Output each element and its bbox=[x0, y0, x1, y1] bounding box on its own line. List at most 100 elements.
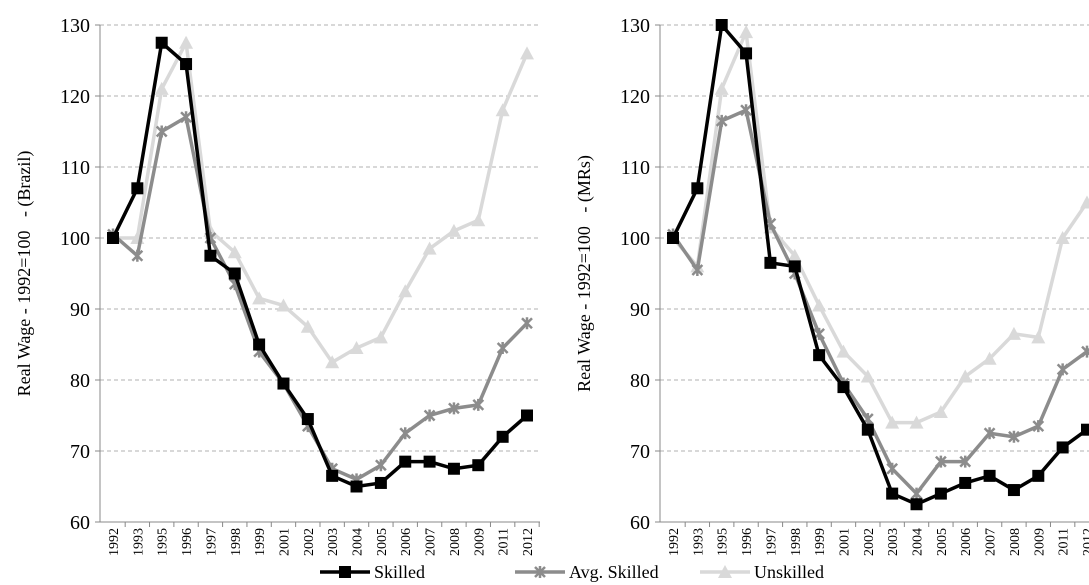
data-point bbox=[910, 487, 923, 500]
series-line bbox=[671, 107, 1089, 497]
data-point bbox=[374, 459, 387, 472]
x-tick-label: 2008 bbox=[448, 528, 463, 556]
x-tick-label: 1997 bbox=[204, 528, 219, 556]
legend-marker bbox=[534, 566, 546, 578]
data-point bbox=[228, 267, 241, 280]
data-point bbox=[860, 369, 875, 383]
data-point bbox=[909, 415, 924, 429]
data-point bbox=[886, 462, 899, 475]
y-axis-label: Real Wage - 1992=100 - (MRs) bbox=[574, 155, 595, 392]
data-point bbox=[520, 46, 534, 60]
data-point bbox=[861, 423, 874, 436]
data-point bbox=[448, 402, 460, 415]
data-point bbox=[179, 35, 194, 49]
data-point bbox=[739, 25, 754, 39]
data-point bbox=[349, 341, 364, 355]
legend-label: Unskilled bbox=[754, 562, 824, 582]
y-tick-label: 130 bbox=[620, 15, 650, 37]
series-line bbox=[113, 37, 529, 365]
data-point bbox=[982, 351, 997, 365]
data-point bbox=[496, 430, 509, 443]
data-point bbox=[788, 260, 801, 273]
data-point bbox=[350, 480, 363, 493]
data-point bbox=[1006, 326, 1021, 340]
data-point bbox=[107, 232, 119, 244]
data-point bbox=[934, 455, 947, 468]
data-point bbox=[204, 249, 217, 262]
data-point bbox=[131, 182, 144, 195]
data-point bbox=[667, 232, 679, 244]
y-tick-label: 110 bbox=[621, 157, 650, 179]
x-tick-label: 1999 bbox=[813, 528, 828, 556]
data-point bbox=[1056, 441, 1069, 454]
data-point bbox=[1031, 330, 1046, 344]
x-tick-label: 2002 bbox=[302, 528, 317, 556]
x-tick-label: 1997 bbox=[764, 528, 779, 556]
data-point bbox=[446, 223, 461, 237]
data-point bbox=[691, 263, 704, 276]
data-point bbox=[374, 476, 387, 489]
data-point bbox=[300, 319, 315, 333]
y-axis-label: Real Wage - 1992=100 - (Brazil) bbox=[14, 151, 35, 397]
data-point bbox=[1055, 231, 1070, 244]
data-point bbox=[983, 469, 996, 482]
data-point bbox=[691, 182, 704, 195]
data-point bbox=[276, 298, 291, 312]
legend-label: Avg. Skilled bbox=[569, 562, 659, 582]
legend-marker bbox=[339, 566, 351, 578]
data-point bbox=[959, 476, 972, 489]
data-point bbox=[301, 413, 314, 426]
series-line bbox=[671, 25, 1089, 425]
x-tick-label: 1993 bbox=[131, 528, 146, 556]
data-point bbox=[740, 47, 753, 60]
y-tick-label: 80 bbox=[630, 370, 650, 392]
x-tick-label: 2003 bbox=[886, 528, 901, 556]
data-point bbox=[471, 213, 486, 227]
y-tick-label: 70 bbox=[630, 441, 650, 463]
x-tick-label: 1996 bbox=[180, 528, 195, 556]
data-point bbox=[787, 248, 802, 262]
data-point bbox=[715, 114, 728, 127]
y-tick-label: 60 bbox=[630, 512, 650, 534]
data-point bbox=[1056, 363, 1069, 376]
x-tick-label: 2004 bbox=[351, 528, 366, 556]
x-tick-label: 2009 bbox=[1032, 528, 1047, 556]
data-point bbox=[933, 404, 948, 418]
data-point bbox=[326, 469, 339, 482]
x-tick-label: 1995 bbox=[716, 528, 731, 556]
data-point bbox=[180, 58, 193, 71]
data-point bbox=[325, 355, 340, 369]
y-tick-label: 90 bbox=[70, 299, 90, 321]
x-tick-label: 2004 bbox=[911, 528, 926, 556]
data-point bbox=[495, 103, 510, 117]
data-point bbox=[399, 427, 412, 440]
data-point bbox=[1032, 420, 1045, 433]
data-point bbox=[958, 369, 973, 383]
data-point bbox=[1032, 469, 1045, 482]
y-tick-label: 100 bbox=[620, 228, 650, 250]
y-tick-label: 60 bbox=[70, 512, 90, 534]
y-tick-label: 100 bbox=[60, 228, 90, 250]
legend-label: Skilled bbox=[374, 562, 425, 582]
data-point bbox=[521, 317, 533, 330]
data-point bbox=[398, 284, 413, 298]
y-tick-label: 110 bbox=[61, 157, 90, 179]
data-point bbox=[836, 344, 851, 358]
x-tick-label: 2011 bbox=[497, 528, 512, 555]
y-tick-label: 130 bbox=[60, 15, 90, 37]
x-tick-label: 1992 bbox=[107, 528, 122, 556]
data-point bbox=[1081, 423, 1089, 436]
x-tick-label: 2007 bbox=[424, 528, 439, 556]
data-point bbox=[764, 256, 777, 269]
y-tick-label: 80 bbox=[70, 370, 90, 392]
data-point bbox=[934, 487, 947, 500]
x-tick-label: 1998 bbox=[789, 528, 804, 556]
data-point bbox=[180, 111, 192, 124]
x-tick-label: 2005 bbox=[935, 528, 950, 556]
data-point bbox=[910, 498, 923, 511]
x-tick-label: 2006 bbox=[959, 528, 974, 556]
data-point bbox=[521, 409, 533, 422]
x-tick-label: 2003 bbox=[326, 528, 341, 556]
y-tick-label: 120 bbox=[620, 86, 650, 108]
